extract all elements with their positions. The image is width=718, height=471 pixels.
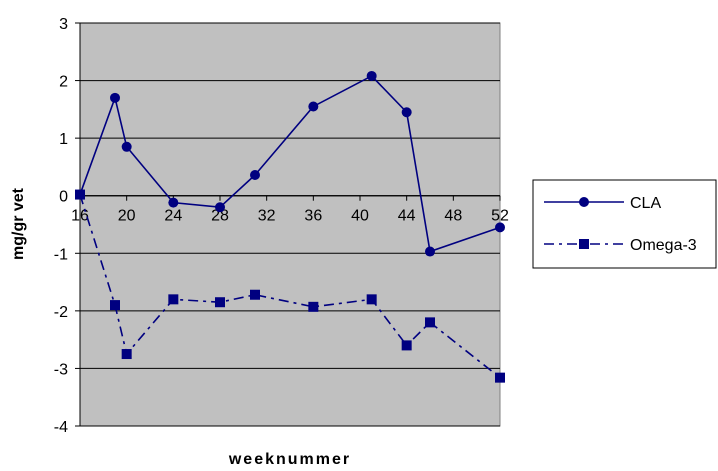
data-point-cla xyxy=(401,107,412,118)
legend-item-omega-3: Omega-3 xyxy=(544,237,697,254)
x-tick-label: 24 xyxy=(164,208,182,225)
data-point-cla xyxy=(250,169,260,180)
plot-area xyxy=(79,22,501,427)
x-tick-label: 40 xyxy=(351,208,369,225)
data-point-cla xyxy=(121,141,132,152)
x-tick-label: 36 xyxy=(304,208,322,225)
series-line-omega-3 xyxy=(79,194,501,379)
data-point-omega-3 xyxy=(168,294,179,305)
data-point-omega-3 xyxy=(250,289,260,300)
x-tick-label: 44 xyxy=(398,208,416,225)
data-point-cla xyxy=(110,92,120,103)
data-point-cla xyxy=(308,101,319,112)
y-tick-label: -3 xyxy=(54,361,68,378)
y-tick-label: 1 xyxy=(59,131,68,148)
data-point-omega-3 xyxy=(75,189,85,200)
legend-marker-cla xyxy=(579,197,589,207)
data-point-omega-3 xyxy=(215,297,225,308)
legend: CLA Omega-3 xyxy=(532,179,717,269)
data-point-omega-3 xyxy=(495,372,505,383)
data-point-omega-3 xyxy=(121,349,132,360)
data-point-cla xyxy=(495,222,505,233)
legend-items: CLA Omega-3 xyxy=(544,195,697,254)
legend-label-cla: CLA xyxy=(630,195,661,212)
data-point-omega-3 xyxy=(308,301,319,312)
series-layer xyxy=(75,70,505,383)
legend-label-omega-3: Omega-3 xyxy=(630,237,697,254)
y-axis-title: mg/gr vet xyxy=(10,187,27,260)
data-point-omega-3 xyxy=(401,340,412,351)
y-tick-label: -4 xyxy=(54,419,68,436)
x-tick-label: 48 xyxy=(444,208,462,225)
x-tick-label: 20 xyxy=(118,208,136,225)
x-axis-title: weeknummer xyxy=(228,451,351,468)
y-tick-label: -1 xyxy=(54,246,68,263)
x-tick-label: 32 xyxy=(258,208,276,225)
legend-item-cla: CLA xyxy=(544,195,661,212)
y-tick-label: 3 xyxy=(59,16,68,33)
data-point-cla xyxy=(215,202,225,213)
x-tick-label: 28 xyxy=(211,208,229,225)
data-point-cla xyxy=(366,70,377,81)
x-tick-label: 16 xyxy=(71,208,89,225)
x-axis-ticks: 16 20 24 28 32 36 40 44 48 52 xyxy=(71,195,509,225)
y-tick-label: -2 xyxy=(54,304,68,321)
y-tick-label: 2 xyxy=(59,74,68,91)
data-point-omega-3 xyxy=(425,317,435,328)
data-point-omega-3 xyxy=(366,294,377,305)
series-omega-3 xyxy=(75,189,505,383)
data-point-cla xyxy=(168,197,179,208)
legend-box xyxy=(532,179,717,269)
y-axis-ticks: 3 2 1 0 -1 -2 -3 -4 xyxy=(54,16,81,436)
data-point-omega-3 xyxy=(110,300,120,311)
y-tick-label: 0 xyxy=(59,189,68,206)
legend-marker-omega-3 xyxy=(579,239,589,249)
data-point-cla xyxy=(425,246,435,257)
x-tick-label: 52 xyxy=(491,208,509,225)
